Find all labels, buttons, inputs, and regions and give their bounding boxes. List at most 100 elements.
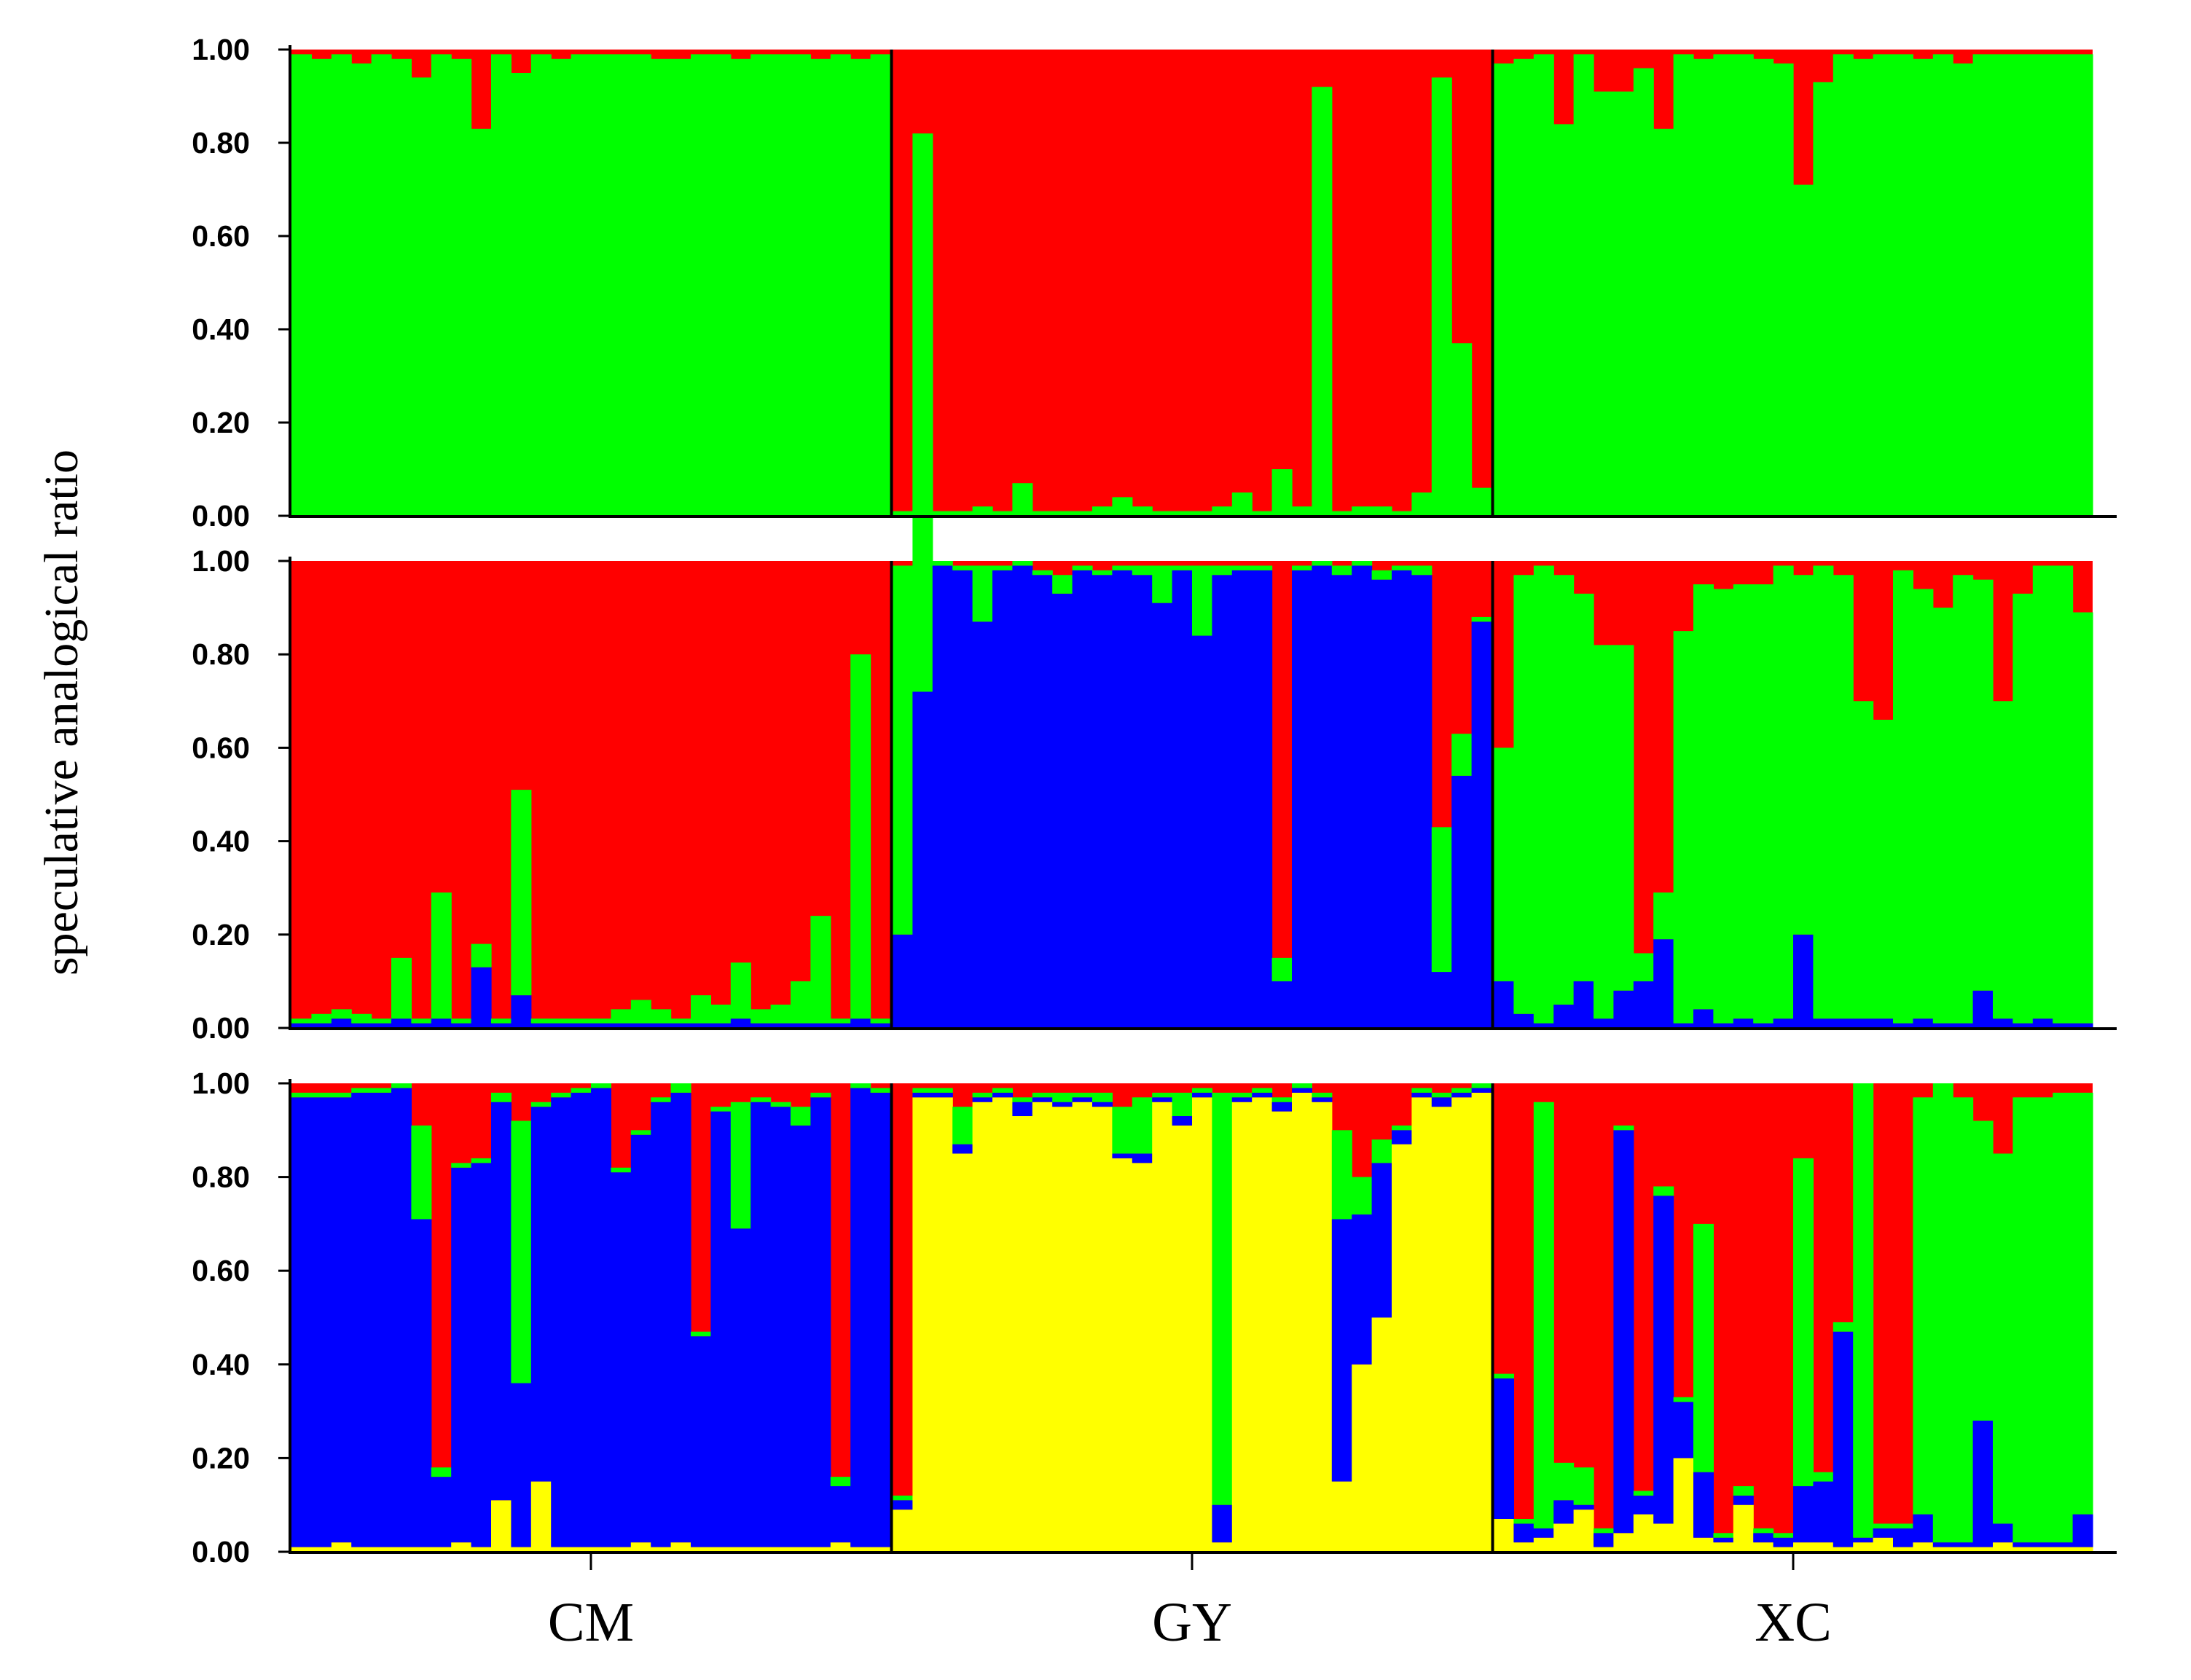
bar-segment-green — [691, 1331, 711, 1337]
bar-segment-green — [391, 1083, 412, 1088]
bar-segment-green — [651, 58, 672, 517]
bar-segment-yellow — [1653, 1523, 1674, 1552]
bar-segment-green — [893, 511, 913, 516]
bar-segment-yellow — [1513, 1542, 1535, 1552]
bar-segment-blue — [1813, 1481, 1834, 1543]
y-tick-label: 0.20 — [192, 918, 250, 951]
bar-segment-green — [511, 73, 532, 516]
bar-segment-yellow — [1932, 1547, 1953, 1552]
bar-segment-yellow — [1271, 1111, 1293, 1552]
bar-segment-blue — [1451, 775, 1473, 1028]
bar-segment-green — [1172, 1092, 1193, 1117]
bar-segment-green — [1693, 584, 1714, 1010]
bar-segment-green — [1392, 565, 1412, 570]
bar-segment-blue — [1633, 1495, 1654, 1515]
bar-segment-yellow — [932, 1097, 953, 1552]
bar-segment-green — [1331, 511, 1352, 516]
bar-segment-green — [1212, 506, 1233, 516]
y-tick-label: 0.40 — [192, 1348, 250, 1381]
bar-segment-blue — [750, 1102, 772, 1547]
bar-segment-green — [1813, 1472, 1834, 1482]
bar-segment-green — [1352, 561, 1373, 566]
bar-segment-green — [770, 1102, 791, 1107]
bar-segment-yellow — [1773, 1547, 1794, 1552]
bar-segment-green — [1773, 63, 1794, 516]
bar-segment-blue — [291, 1097, 312, 1547]
bar-segment-blue — [311, 1097, 332, 1547]
bar-segment-green — [1733, 54, 1754, 516]
bar-segment-yellow — [1613, 1533, 1634, 1552]
bar-segment-yellow — [730, 1547, 751, 1552]
y-tick-label: 0.80 — [192, 1161, 250, 1194]
bar-segment-blue — [830, 1485, 851, 1543]
bar-segment-yellow — [830, 1542, 851, 1552]
bar-segment-blue — [850, 1088, 871, 1547]
bar-segment-yellow — [1252, 1097, 1273, 1552]
bar-segment-green — [1873, 719, 1894, 1019]
bar-segment-blue — [1132, 1153, 1153, 1163]
bar-segment-green — [1932, 54, 1953, 516]
bar-segment-green — [1112, 1107, 1133, 1154]
bar-segment-green — [351, 1013, 372, 1024]
bar-segment-blue — [1613, 990, 1634, 1028]
bar-segment-blue — [1932, 1023, 1953, 1028]
bar-segment-green — [2032, 1097, 2053, 1543]
bar-segment-yellow — [1594, 1547, 1614, 1552]
bar-segment-green — [2032, 54, 2053, 516]
bar-segment-green — [952, 511, 973, 516]
bar-segment-green — [2012, 54, 2034, 516]
bar-segment-blue — [770, 1023, 791, 1028]
bar-segment-yellow — [750, 1547, 772, 1552]
bar-segment-green — [992, 511, 1013, 516]
bar-segment-yellow — [331, 1542, 352, 1552]
bar-segment-green — [1431, 827, 1452, 973]
bar-segment-green — [1553, 124, 1575, 516]
bar-segment-blue — [491, 1102, 512, 1501]
bar-segment-green — [1953, 1097, 1974, 1543]
bar-segment-blue — [1773, 1018, 1794, 1028]
bar-segment-yellow — [571, 1547, 592, 1552]
bar-segment-green — [972, 1092, 993, 1098]
bar-segment-green — [291, 1018, 312, 1024]
bar-segment-blue — [1371, 579, 1392, 1028]
bar-segment-green — [451, 58, 472, 517]
bar-segment-green — [1693, 1223, 1714, 1472]
bar-segment-green — [670, 1083, 691, 1093]
bar-segment-yellow — [1893, 1547, 1913, 1552]
bar-segment-blue — [1152, 1097, 1173, 1102]
bar-segment-blue — [1753, 1023, 1774, 1028]
bar-segment-yellow — [591, 1547, 611, 1552]
bar-segment-green — [371, 1088, 392, 1093]
bar-segment-green — [351, 63, 372, 516]
bar-segment-green — [1793, 575, 1814, 935]
bar-segment-blue — [1312, 565, 1333, 1028]
bar-segment-green — [591, 54, 611, 516]
bar-segment-green — [972, 565, 993, 622]
bar-segment-yellow — [1392, 1144, 1412, 1552]
bar-segment-yellow — [850, 1547, 871, 1552]
bar-segment-blue — [893, 934, 913, 1028]
bar-segment-yellow — [1873, 1537, 1894, 1552]
bar-segment-yellow — [1972, 1547, 1994, 1552]
bar-segment-green — [1231, 1092, 1253, 1098]
bar-segment-green — [1853, 701, 1874, 1019]
bar-segment-yellow — [1212, 1542, 1233, 1552]
bar-segment-yellow — [1533, 1537, 1554, 1552]
x-tick-label-gy: GY — [1152, 1592, 1232, 1653]
bar-segment-green — [1032, 511, 1053, 516]
bar-segment-blue — [1972, 990, 1994, 1028]
bar-segment-green — [1813, 565, 1834, 1019]
bar-segment-yellow — [1112, 1158, 1133, 1552]
bar-segment-green — [691, 995, 711, 1024]
bar-segment-green — [1993, 1153, 2013, 1524]
y-tick-label: 0.60 — [192, 219, 250, 253]
bar-segment-green — [491, 1018, 512, 1024]
group-background — [893, 50, 1492, 516]
bar-segment-green — [1932, 608, 1953, 1024]
bar-segment-green — [810, 58, 831, 517]
bar-segment-yellow — [1292, 1092, 1312, 1552]
bar-segment-green — [1533, 565, 1554, 1024]
bar-segment-blue — [2072, 1514, 2093, 1547]
bar-segment-yellow — [611, 1547, 632, 1552]
